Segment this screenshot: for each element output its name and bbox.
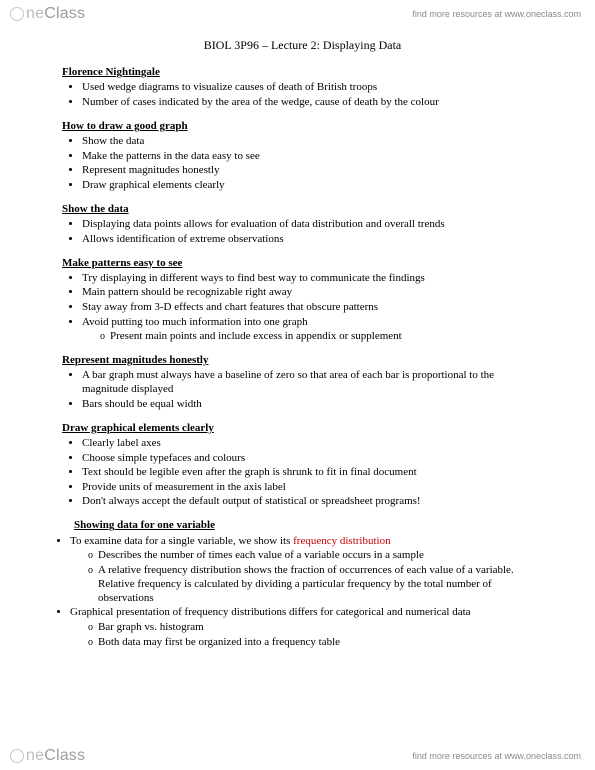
list-item: Try displaying in different ways to find…: [82, 271, 543, 285]
list-item: Avoid putting too much information into …: [82, 315, 543, 344]
list-item-text: Graphical presentation of frequency dist…: [70, 606, 471, 618]
list-item: Allows identification of extreme observa…: [82, 232, 543, 246]
list-item: Draw graphical elements clearly: [82, 178, 543, 192]
section-one-variable: Showing data for one variable To examine…: [62, 518, 543, 648]
heading-elements: Draw graphical elements clearly: [62, 421, 543, 435]
section-florence: Florence Nightingale Used wedge diagrams…: [62, 65, 543, 109]
heading-patterns: Make patterns easy to see: [62, 256, 543, 270]
section-magnitudes: Represent magnitudes honestly A bar grap…: [62, 353, 543, 411]
list-item: Choose simple typefaces and colours: [82, 451, 543, 465]
brand-logo-footer: ne Class: [10, 747, 85, 765]
list-item: Stay away from 3-D effects and chart fea…: [82, 300, 543, 314]
footer-bar: ne Class find more resources at www.onec…: [0, 742, 595, 770]
logo-ring-icon: [10, 749, 24, 763]
list-item: Main pattern should be recognizable righ…: [82, 285, 543, 299]
list-item: Bars should be equal width: [82, 397, 543, 411]
brand-part2: Class: [44, 747, 85, 765]
list-item: Show the data: [82, 134, 543, 148]
list-item: Displaying data points allows for evalua…: [82, 217, 543, 231]
list-item-text-pre: To examine data for a single variable, w…: [70, 535, 293, 547]
list-item: A bar graph must always have a baseline …: [82, 368, 543, 396]
section-patterns: Make patterns easy to see Try displaying…: [62, 256, 543, 343]
section-show-data: Show the data Displaying data points all…: [62, 202, 543, 246]
page-title: BIOL 3P96 – Lecture 2: Displaying Data: [62, 38, 543, 53]
list-item: Text should be legible even after the gr…: [82, 465, 543, 479]
heading-good-graph: How to draw a good graph: [62, 119, 543, 133]
footer-tagline: find more resources at www.oneclass.com: [412, 751, 581, 761]
list-item: Clearly label axes: [82, 436, 543, 450]
list-subitem: Describes the number of times each value…: [98, 548, 543, 562]
list-item: Make the patterns in the data easy to se…: [82, 149, 543, 163]
heading-florence: Florence Nightingale: [62, 65, 543, 79]
heading-magnitudes: Represent magnitudes honestly: [62, 353, 543, 367]
brand-part2: Class: [44, 5, 85, 23]
header-tagline: find more resources at www.oneclass.com: [412, 9, 581, 19]
list-item: Provide units of measurement in the axis…: [82, 480, 543, 494]
list-subitem: Both data may first be organized into a …: [98, 635, 543, 649]
logo-ring-icon: [10, 7, 24, 21]
list-item: Represent magnitudes honestly: [82, 163, 543, 177]
list-item: Number of cases indicated by the area of…: [82, 95, 543, 109]
brand-part1: ne: [26, 5, 44, 23]
list-item: Don't always accept the default output o…: [82, 494, 543, 508]
brand-part1: ne: [26, 747, 44, 765]
section-elements: Draw graphical elements clearly Clearly …: [62, 421, 543, 508]
header-bar: ne Class find more resources at www.onec…: [0, 0, 595, 28]
heading-show-data: Show the data: [62, 202, 543, 216]
list-subitem: A relative frequency distribution shows …: [98, 563, 543, 605]
section-good-graph: How to draw a good graph Show the data M…: [62, 119, 543, 192]
heading-one-variable: Showing data for one variable: [74, 518, 543, 532]
list-subitem: Bar graph vs. histogram: [98, 620, 543, 634]
list-subitem: Present main points and include excess i…: [110, 329, 543, 343]
document-body: BIOL 3P96 – Lecture 2: Displaying Data F…: [62, 38, 543, 732]
list-item: To examine data for a single variable, w…: [70, 534, 543, 605]
brand-logo: ne Class: [10, 5, 85, 23]
list-item: Graphical presentation of frequency dist…: [70, 605, 543, 648]
list-item-text: Avoid putting too much information into …: [82, 316, 308, 328]
list-item: Used wedge diagrams to visualize causes …: [82, 80, 543, 94]
term-frequency-distribution: frequency distribution: [293, 535, 390, 547]
